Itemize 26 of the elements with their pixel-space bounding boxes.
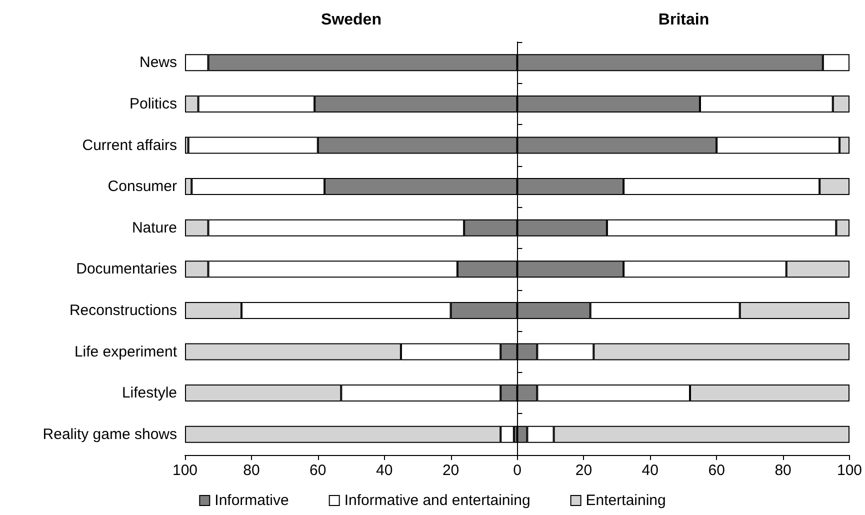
x-tick-label: 20 [575,462,592,479]
y-tick-label: Lifestyle [122,384,177,402]
text: Sweden [321,12,382,28]
y-tick-label: Documentaries [76,260,177,278]
legend-label: Informative and entertaining [344,492,530,509]
y-tick-label: Nature [132,219,177,236]
y-tick-label: Politics [129,95,177,112]
x-tick-label: 60 [708,462,725,479]
x-tick-label: 60 [310,462,326,479]
text: Britain [658,12,710,28]
x-tick-label: 100 [172,462,198,479]
x-tick-label: 0 [513,462,522,479]
x-tick-label: 80 [243,462,260,479]
x-tick-label: 80 [774,462,792,479]
y-tick-label: Reconstructions [69,302,177,319]
legend-label: Entertaining [586,492,666,509]
x-tick-label: 20 [442,462,460,479]
y-tick-label: Consumer [108,178,177,196]
legend-label: Informative [214,492,289,509]
y-tick-label: News [139,54,177,72]
x-tick-label: 40 [376,462,393,479]
y-tick-label: Current affairs [82,136,177,154]
y-tick-label: Life experiment [74,343,178,360]
x-tick-label: 40 [642,462,658,479]
x-tick-label: 100 [836,462,862,479]
y-tick-label: Reality game shows [42,426,177,443]
